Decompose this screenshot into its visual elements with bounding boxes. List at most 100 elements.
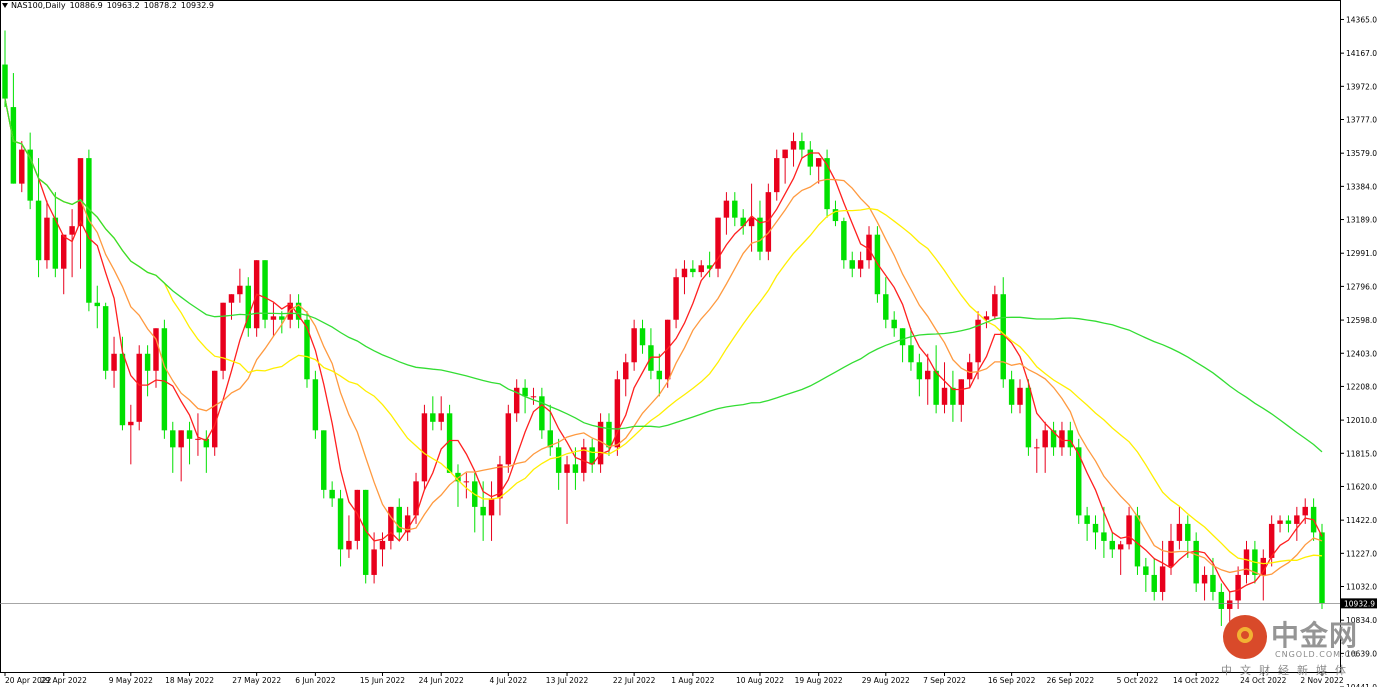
low-value: 10878.2 <box>143 1 177 10</box>
y-tick-label: 14167.0 <box>1346 49 1377 58</box>
candle <box>597 413 604 473</box>
candle-body <box>757 217 763 252</box>
candle-body <box>337 498 344 550</box>
candle-body <box>1134 515 1141 567</box>
collapse-triangle-icon[interactable] <box>2 3 8 8</box>
candle-body <box>983 316 990 320</box>
candle <box>396 498 402 541</box>
candle-body <box>1159 566 1166 592</box>
candle-body <box>245 285 251 329</box>
candle <box>1017 379 1023 414</box>
candle <box>1084 506 1090 541</box>
y-axis: 14365.0 14167.0 13972.0 13777.0 13579.0 13384… <box>1340 15 1377 691</box>
candle-body <box>715 217 721 269</box>
x-tick-label: 6 Jun 2022 <box>295 676 336 685</box>
candle-body <box>925 370 931 380</box>
candle <box>1109 532 1116 558</box>
candle-body <box>1076 447 1082 516</box>
candle <box>966 353 973 388</box>
candle-body <box>312 379 319 431</box>
ma-line-60 <box>4 98 1323 453</box>
candle <box>321 430 327 499</box>
candle-body <box>430 413 436 422</box>
candle-body <box>1210 574 1216 592</box>
candle-body <box>10 107 17 184</box>
candle-body <box>992 294 998 317</box>
candle-body <box>941 387 948 405</box>
candle <box>824 149 830 218</box>
candle-body <box>170 430 176 448</box>
candle-body <box>656 370 663 380</box>
y-tick-label: 12403.0 <box>1346 349 1377 358</box>
candle-body <box>19 149 25 184</box>
candle-body <box>413 481 419 516</box>
symbol-label: NAS100,Daily <box>11 1 66 10</box>
candle <box>916 353 923 397</box>
candle <box>757 200 763 261</box>
candle-body <box>446 413 453 473</box>
candle <box>19 141 25 193</box>
candle-body <box>1008 379 1015 405</box>
candle-body <box>102 306 109 371</box>
candle <box>463 472 470 499</box>
watermark: 中金网 CNGOLD.COM.CN 中文财经新媒体 <box>1221 612 1371 682</box>
candle-body <box>883 294 889 320</box>
candle-body <box>698 265 704 273</box>
candle-body <box>1059 430 1065 448</box>
candle <box>438 396 444 431</box>
candle-body <box>866 234 872 261</box>
candle-body <box>732 200 738 218</box>
y-tick-label: 12796.0 <box>1346 282 1377 291</box>
y-tick-label: 13777.0 <box>1346 115 1377 124</box>
candle-body <box>748 217 755 227</box>
candle-body <box>933 370 939 405</box>
candle <box>69 209 75 278</box>
candle <box>362 489 369 584</box>
y-tick-label: 14365.0 <box>1346 15 1377 24</box>
candle-body <box>530 396 537 398</box>
candle-body <box>614 379 621 448</box>
candle <box>1243 540 1250 584</box>
candle <box>790 132 797 167</box>
open-value: 10886.9 <box>69 1 103 10</box>
candle-body <box>790 141 797 150</box>
candle-body <box>186 430 193 439</box>
candle-body <box>690 268 696 273</box>
candle <box>950 370 956 422</box>
candle <box>925 353 931 405</box>
candle <box>10 73 17 184</box>
x-tick-label: 16 Sep 2022 <box>988 676 1036 685</box>
y-tick-label: 10639.0 <box>1346 649 1377 658</box>
candle-body <box>589 447 595 465</box>
x-tick-label: 27 May 2022 <box>232 676 281 685</box>
candle-body <box>438 413 444 422</box>
candle-body <box>237 285 243 295</box>
y-tick-label: 11815.0 <box>1346 449 1377 458</box>
candle-body <box>77 158 84 227</box>
x-tick-label: 22 Jul 2022 <box>613 676 656 685</box>
candle-body <box>765 192 772 252</box>
candle <box>35 158 42 278</box>
candle <box>530 387 537 405</box>
candle-body <box>639 328 646 346</box>
y-tick-label: 13972.0 <box>1346 82 1377 91</box>
y-tick-label: 11620.0 <box>1346 482 1377 491</box>
candle-body <box>463 481 470 483</box>
candle <box>211 370 218 456</box>
candle <box>1143 557 1149 592</box>
x-tick-label: 14 Oct 2022 <box>1173 676 1220 685</box>
x-tick-label: 18 May 2022 <box>165 676 214 685</box>
candle <box>304 311 310 388</box>
candle <box>404 506 411 541</box>
candle <box>698 260 704 278</box>
candle <box>1201 566 1208 601</box>
y-tick-label: 12991.0 <box>1346 249 1377 258</box>
candle <box>1092 515 1099 550</box>
candle-body <box>304 319 310 380</box>
candle <box>807 141 814 176</box>
candle-body <box>69 226 75 235</box>
candle <box>723 192 730 235</box>
candle-body <box>35 200 42 261</box>
candle-body <box>891 319 897 329</box>
